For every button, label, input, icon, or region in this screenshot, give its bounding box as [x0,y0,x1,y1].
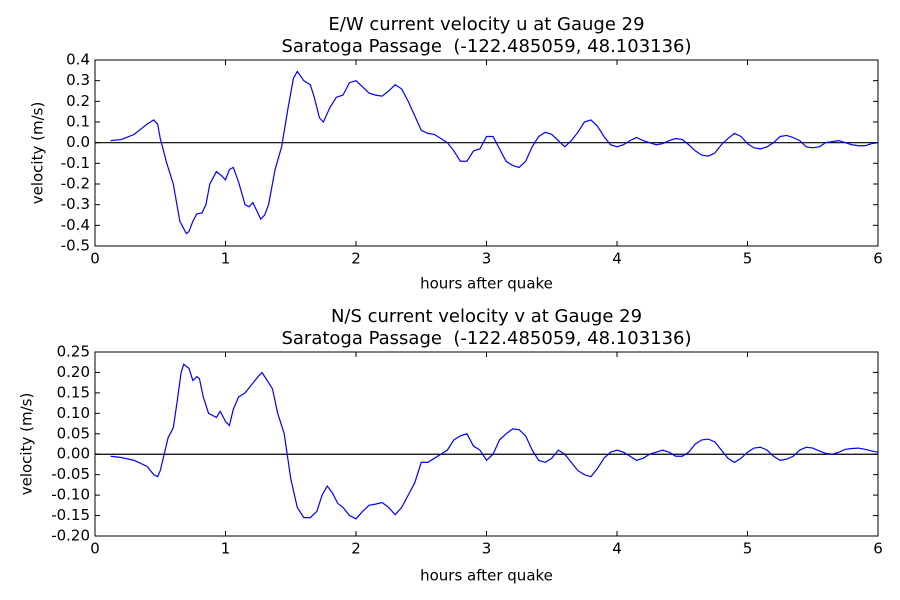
y-axis-label: velocity (m/s) [18,393,36,496]
y-tick-label: 0.4 [66,51,90,69]
chart-subtitle: Saratoga Passage (-122.485059, 48.103136… [281,328,691,349]
y-tick-label: -0.5 [61,237,90,255]
y-tick-label: -0.20 [51,527,90,545]
y-tick-label: 0.3 [66,71,90,89]
x-axis-label: hours after quake [420,567,553,585]
y-tick-label: 0.25 [57,343,90,361]
x-axis-label: hours after quake [420,275,553,293]
y-tick-label: -0.4 [61,216,90,234]
y-tick-label: 0.00 [57,445,90,463]
chart-title: N/S current velocity v at Gauge 29 [331,306,642,327]
y-tick-label: 0.0 [66,133,90,151]
x-tick-label: 3 [482,540,492,558]
y-tick-label: 0.1 [66,113,90,131]
x-tick-label: 5 [743,540,753,558]
y-tick-label: 0.10 [57,404,90,422]
plot-frame [94,351,879,537]
y-tick-label: 0.20 [57,363,90,381]
data-line [110,70,879,235]
y-tick-label: -0.3 [61,195,90,213]
data-line [110,363,879,520]
x-tick-label: 1 [221,540,231,558]
y-tick-label: -0.05 [51,465,90,483]
x-tick-label: 0 [90,250,100,268]
x-tick-label: 4 [612,540,622,558]
y-tick-label: 0.2 [66,92,90,110]
x-tick-label: 6 [873,540,883,558]
x-tick-label: 1 [221,250,231,268]
chart-title: E/W current velocity u at Gauge 29 [328,14,644,35]
y-tick-label: 0.15 [57,383,90,401]
x-tick-label: 5 [743,250,753,268]
y-tick-label: -0.15 [51,506,90,524]
y-axis-label: velocity (m/s) [29,102,47,205]
y-tick-label: -0.2 [61,175,90,193]
x-tick-label: 3 [482,250,492,268]
x-tick-label: 2 [351,250,361,268]
x-tick-label: 0 [90,540,100,558]
x-tick-label: 2 [351,540,361,558]
chart-subtitle: Saratoga Passage (-122.485059, 48.103136… [281,36,691,57]
y-tick-label: -0.10 [51,486,90,504]
plot-frame [94,59,879,247]
y-tick-label: 0.05 [57,424,90,442]
x-tick-label: 4 [612,250,622,268]
y-tick-label: -0.1 [61,154,90,172]
x-tick-label: 6 [873,250,883,268]
